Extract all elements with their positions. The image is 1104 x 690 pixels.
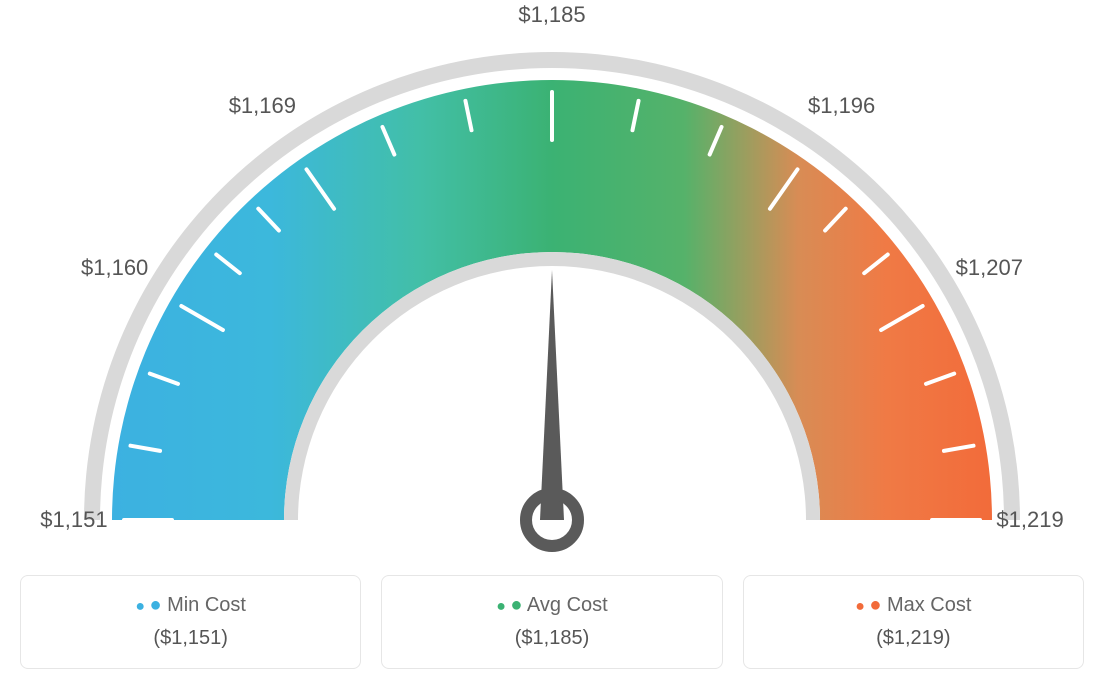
legend-max-title: ● Max Cost: [754, 594, 1073, 617]
gauge-tick-label: $1,196: [808, 93, 875, 119]
legend-min-value: ($1,151): [31, 627, 350, 650]
gauge-tick-label: $1,219: [996, 507, 1063, 533]
legend-min-card: ● Min Cost ($1,151): [20, 575, 361, 669]
gauge-svg: [20, 20, 1084, 560]
gauge-tick-label: $1,169: [229, 93, 296, 119]
gauge-tick-label: $1,207: [956, 255, 1023, 281]
legend-avg-card: ● Avg Cost ($1,185): [381, 575, 722, 669]
legend-avg-value: ($1,185): [392, 627, 711, 650]
legend-row: ● Min Cost ($1,151) ● Avg Cost ($1,185) …: [20, 575, 1084, 669]
legend-avg-title: ● Avg Cost: [392, 594, 711, 617]
gauge-tick-label: $1,185: [518, 2, 585, 28]
gauge-tick-label: $1,151: [40, 507, 107, 533]
legend-max-value: ($1,219): [754, 627, 1073, 650]
legend-min-title: ● Min Cost: [31, 594, 350, 617]
cost-gauge-chart: $1,151$1,160$1,169$1,185$1,196$1,207$1,2…: [20, 20, 1084, 565]
gauge-tick-label: $1,160: [81, 255, 148, 281]
legend-max-card: ● Max Cost ($1,219): [743, 575, 1084, 669]
